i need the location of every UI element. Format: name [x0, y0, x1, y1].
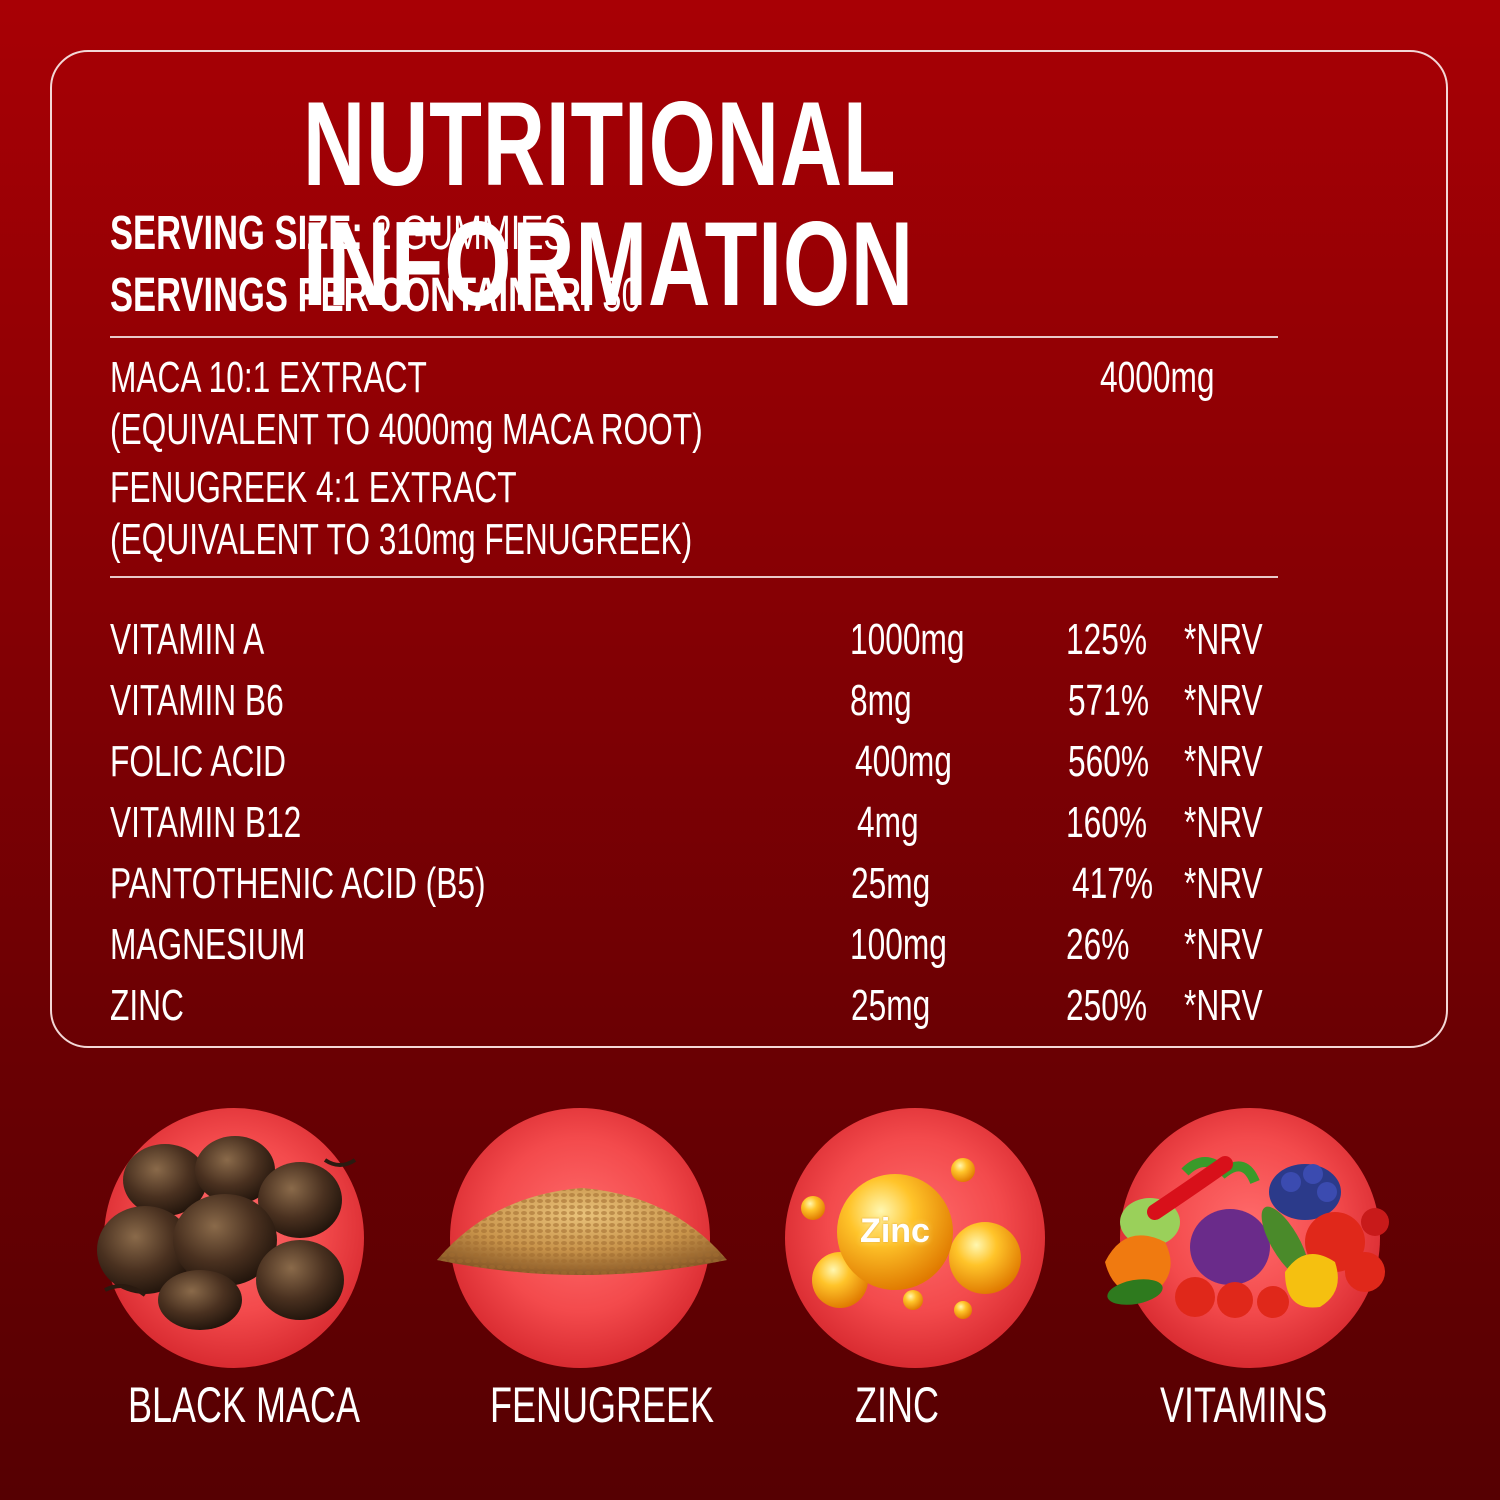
nutrient-percent: 160%	[1066, 798, 1148, 847]
nutrient-name: VITAMIN B6	[110, 676, 284, 725]
extract-fenugreek-name: FENUGREEK 4:1 EXTRACT	[110, 463, 517, 512]
nutrition-panel	[50, 50, 1448, 1048]
nutrient-name: PANTOTHENIC ACID (B5)	[110, 859, 486, 908]
divider-middle	[110, 576, 1278, 578]
nutrient-percent: 417%	[1072, 859, 1154, 908]
ingredient-label-vitamins: VITAMINS	[1160, 1377, 1328, 1433]
nutrient-percent: 571%	[1068, 676, 1150, 725]
vegetables-icon	[1105, 1156, 1389, 1318]
nutrient-nrv: *NRV	[1184, 981, 1263, 1030]
extract-maca-name: MACA 10:1 EXTRACT	[110, 353, 427, 402]
nutrient-amount: 25mg	[851, 859, 931, 908]
servings-per-container-value: 30	[602, 269, 641, 322]
nutrient-amount: 400mg	[855, 737, 952, 786]
zinc-spheres-icon	[801, 1158, 1021, 1319]
divider-top	[110, 336, 1278, 338]
nutrient-percent: 125%	[1066, 615, 1148, 664]
maca-root-icon	[97, 1136, 357, 1330]
zinc-badge-text: Zinc	[860, 1212, 930, 1250]
extract-fenugreek-equivalent: (EQUIVALENT TO 310mg FENUGREEK)	[110, 515, 693, 564]
nutrient-amount: 8mg	[850, 676, 912, 725]
nutrient-amount: 100mg	[850, 920, 947, 969]
page-title: NUTRITIONAL INFORMATION	[302, 77, 914, 331]
nutrient-nrv: *NRV	[1184, 859, 1263, 908]
servings-per-container-label: SERVINGS PER CONTAINER:	[110, 269, 593, 322]
nutrient-name: FOLIC ACID	[110, 737, 287, 786]
serving-size-value: 2 GUMMIES	[372, 207, 567, 260]
nutrient-nrv: *NRV	[1184, 615, 1263, 664]
ingredient-label-zinc: ZINC	[855, 1377, 939, 1433]
nutrient-percent: 560%	[1068, 737, 1150, 786]
nutrient-nrv: *NRV	[1184, 676, 1263, 725]
nutrient-nrv: *NRV	[1184, 798, 1263, 847]
ingredient-label-fenugreek: FENUGREEK	[490, 1377, 715, 1433]
nutrient-name: VITAMIN A	[110, 615, 265, 664]
nutrient-name: ZINC	[110, 981, 184, 1030]
serving-size: SERVING SIZE: 2 GUMMIES	[110, 210, 566, 258]
extract-maca-equivalent: (EQUIVALENT TO 4000mg MACA ROOT)	[110, 405, 703, 454]
nutrient-amount: 4mg	[857, 798, 919, 847]
ingredient-label-black-maca: BLACK MACA	[128, 1377, 361, 1433]
nutrient-name: MAGNESIUM	[110, 920, 306, 969]
nutrient-name: VITAMIN B12	[110, 798, 302, 847]
nutrient-nrv: *NRV	[1184, 920, 1263, 969]
fenugreek-seeds-icon	[437, 1188, 727, 1275]
extract-maca-amount: 4000mg	[1100, 353, 1215, 402]
servings-per-container: SERVINGS PER CONTAINER: 30	[110, 272, 641, 320]
serving-size-label: SERVING SIZE:	[110, 207, 363, 260]
nutrient-amount: 25mg	[851, 981, 931, 1030]
nutrient-nrv: *NRV	[1184, 737, 1263, 786]
nutrient-amount: 1000mg	[850, 615, 965, 664]
nutrient-percent: 26%	[1066, 920, 1130, 969]
nutrient-percent: 250%	[1066, 981, 1148, 1030]
